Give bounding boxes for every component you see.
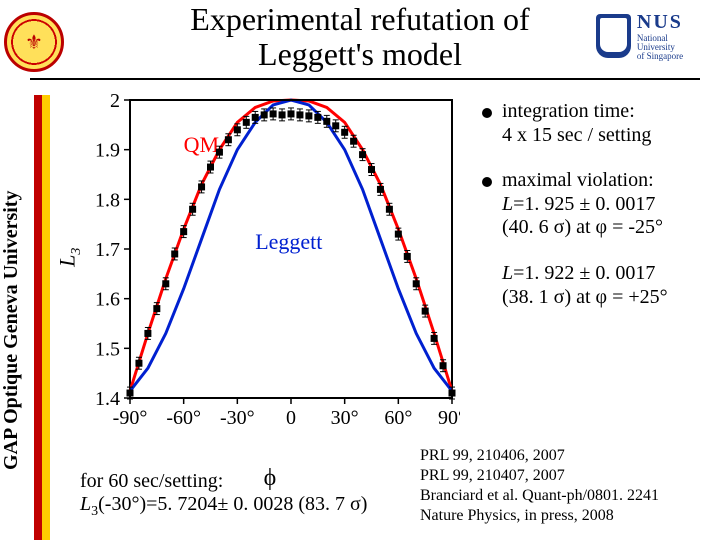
bullet-3-line-1: L=1. 922 ± 0. 0017 [502, 262, 655, 284]
bullet-3-line-2: (38. 1 σ) at φ = +25° [502, 286, 668, 308]
nus-logo: NUS National Universityof Singapore [596, 10, 706, 62]
references: PRL 99, 210406, 2007 PRL 99, 210407, 200… [420, 446, 659, 526]
svg-text:1.8: 1.8 [95, 189, 120, 211]
ref-3: Branciard et al. Quant-ph/0801. 2241 [420, 486, 659, 506]
title-line-1: Experimental refutation of [190, 1, 529, 37]
nus-logo-text: NUS [637, 11, 706, 34]
bullet-1: integration time: 4 x 15 sec / setting [482, 100, 704, 147]
below-chart-text: for 60 sec/setting: L3(-30°)=5. 7204± 0.… [80, 470, 367, 520]
bullet-icon [482, 108, 492, 118]
bullet-list: integration time: 4 x 15 sec / setting m… [482, 100, 704, 331]
y-axis-label: L3 [54, 248, 84, 267]
title-line-2: Leggett's model [258, 36, 462, 72]
title-underline [30, 78, 700, 80]
svg-text:30°: 30° [331, 407, 359, 429]
ref-1: PRL 99, 210406, 2007 [420, 446, 659, 466]
svg-text:60°: 60° [384, 407, 412, 429]
nus-crest-icon [596, 14, 631, 58]
ref-2: PRL 99, 210407, 2007 [420, 466, 659, 486]
bullet-1-line-2: 4 x 15 sec / setting [502, 124, 651, 146]
nus-logo-subtext: National Universityof Singapore [637, 34, 706, 61]
svg-text:0: 0 [286, 407, 296, 429]
bullet-3: L=1. 922 ± 0. 0017 (38. 1 σ) at φ = +25° [482, 262, 704, 309]
svg-text:90°: 90° [438, 407, 460, 429]
bullet-2: maximal violation: L=1. 925 ± 0. 0017 (4… [482, 169, 704, 240]
svg-text:1.6: 1.6 [95, 289, 120, 311]
geneva-logo: ⚜ [4, 12, 64, 72]
bullet-2-line-1: maximal violation: [502, 169, 654, 191]
below-line-1: for 60 sec/setting: [80, 470, 367, 493]
svg-text:1.5: 1.5 [95, 338, 120, 360]
footer-label: GAP Optique Geneva University [0, 191, 23, 470]
svg-text:Leggett: Leggett [255, 229, 322, 254]
below-line-2: L3(-30°)=5. 7204± 0. 0028 (83. 7 σ) [80, 493, 367, 520]
chart-svg: 21.91.81.71.61.51.4-90°-60°-30°030°60°90… [80, 92, 460, 432]
svg-text:1.9: 1.9 [95, 140, 120, 162]
ref-4: Nature Physics, in press, 2008 [420, 506, 659, 526]
bullet-2-line-2: L=1. 925 ± 0. 0017 [502, 193, 655, 215]
bullet-2-line-3: (40. 6 σ) at φ = -25° [502, 216, 663, 238]
footer-strip [34, 95, 50, 540]
bullet-1-line-1: integration time: [502, 100, 635, 122]
svg-text:-60°: -60° [166, 407, 201, 429]
main-chart: 21.91.81.71.61.51.4-90°-60°-30°030°60°90… [80, 92, 460, 432]
svg-text:-90°: -90° [113, 407, 148, 429]
svg-text:QM: QM [184, 132, 219, 157]
svg-text:2: 2 [110, 92, 120, 112]
svg-text:1.7: 1.7 [95, 239, 120, 261]
bullet-icon [482, 177, 492, 187]
svg-text:-30°: -30° [220, 407, 255, 429]
